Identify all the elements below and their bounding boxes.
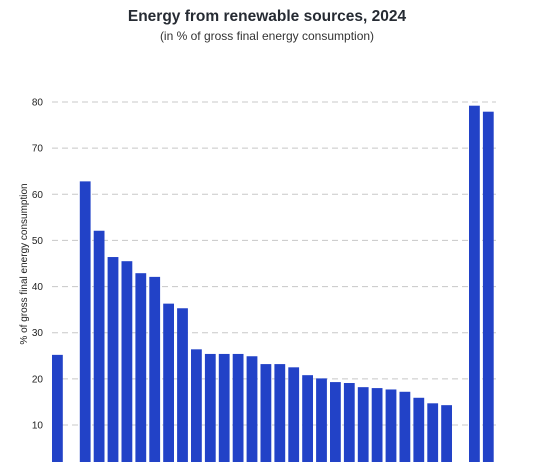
bar [288,367,300,462]
bar [274,364,286,462]
bar [135,273,147,462]
bar [204,353,216,462]
bar [343,383,355,462]
bar [121,261,133,462]
y-tick-label: 20 [32,374,44,385]
y-tick-label: 80 [32,98,44,109]
bar [107,257,119,462]
bar [371,388,383,462]
y-tick-label: 10 [32,421,44,432]
bar [260,364,272,462]
bar [177,308,188,462]
bar [246,356,258,462]
y-axis-ticks: 10 20 30 40 50 60 70 80 [32,98,44,432]
bar [316,378,327,462]
bar [413,397,425,462]
bar [79,181,91,462]
y-tick-label: 40 [32,282,44,293]
gridlines [52,101,496,426]
bar [385,389,397,462]
y-axis-label: % of gross final energy consumption [19,183,30,344]
bar [469,105,480,462]
y-tick-label: 30 [32,328,44,339]
bar [52,354,63,462]
bar [149,276,161,462]
bar [357,387,369,462]
chart-subtitle: (in % of gross final energy consumption) [159,29,375,43]
y-tick-label: 70 [32,144,44,155]
bar [191,349,202,462]
bar [399,391,411,462]
bar [427,403,439,462]
y-tick-label: 60 [32,190,44,201]
y-tick-label: 50 [32,236,44,247]
chart-title: Energy from renewable sources, 2024 [127,8,407,25]
bar [482,111,494,462]
bar [163,303,174,462]
bar [93,230,105,462]
bar [302,375,313,462]
bar [330,382,341,462]
bar [441,405,452,462]
bar [232,353,244,462]
bars [52,105,494,462]
bar [218,353,230,462]
